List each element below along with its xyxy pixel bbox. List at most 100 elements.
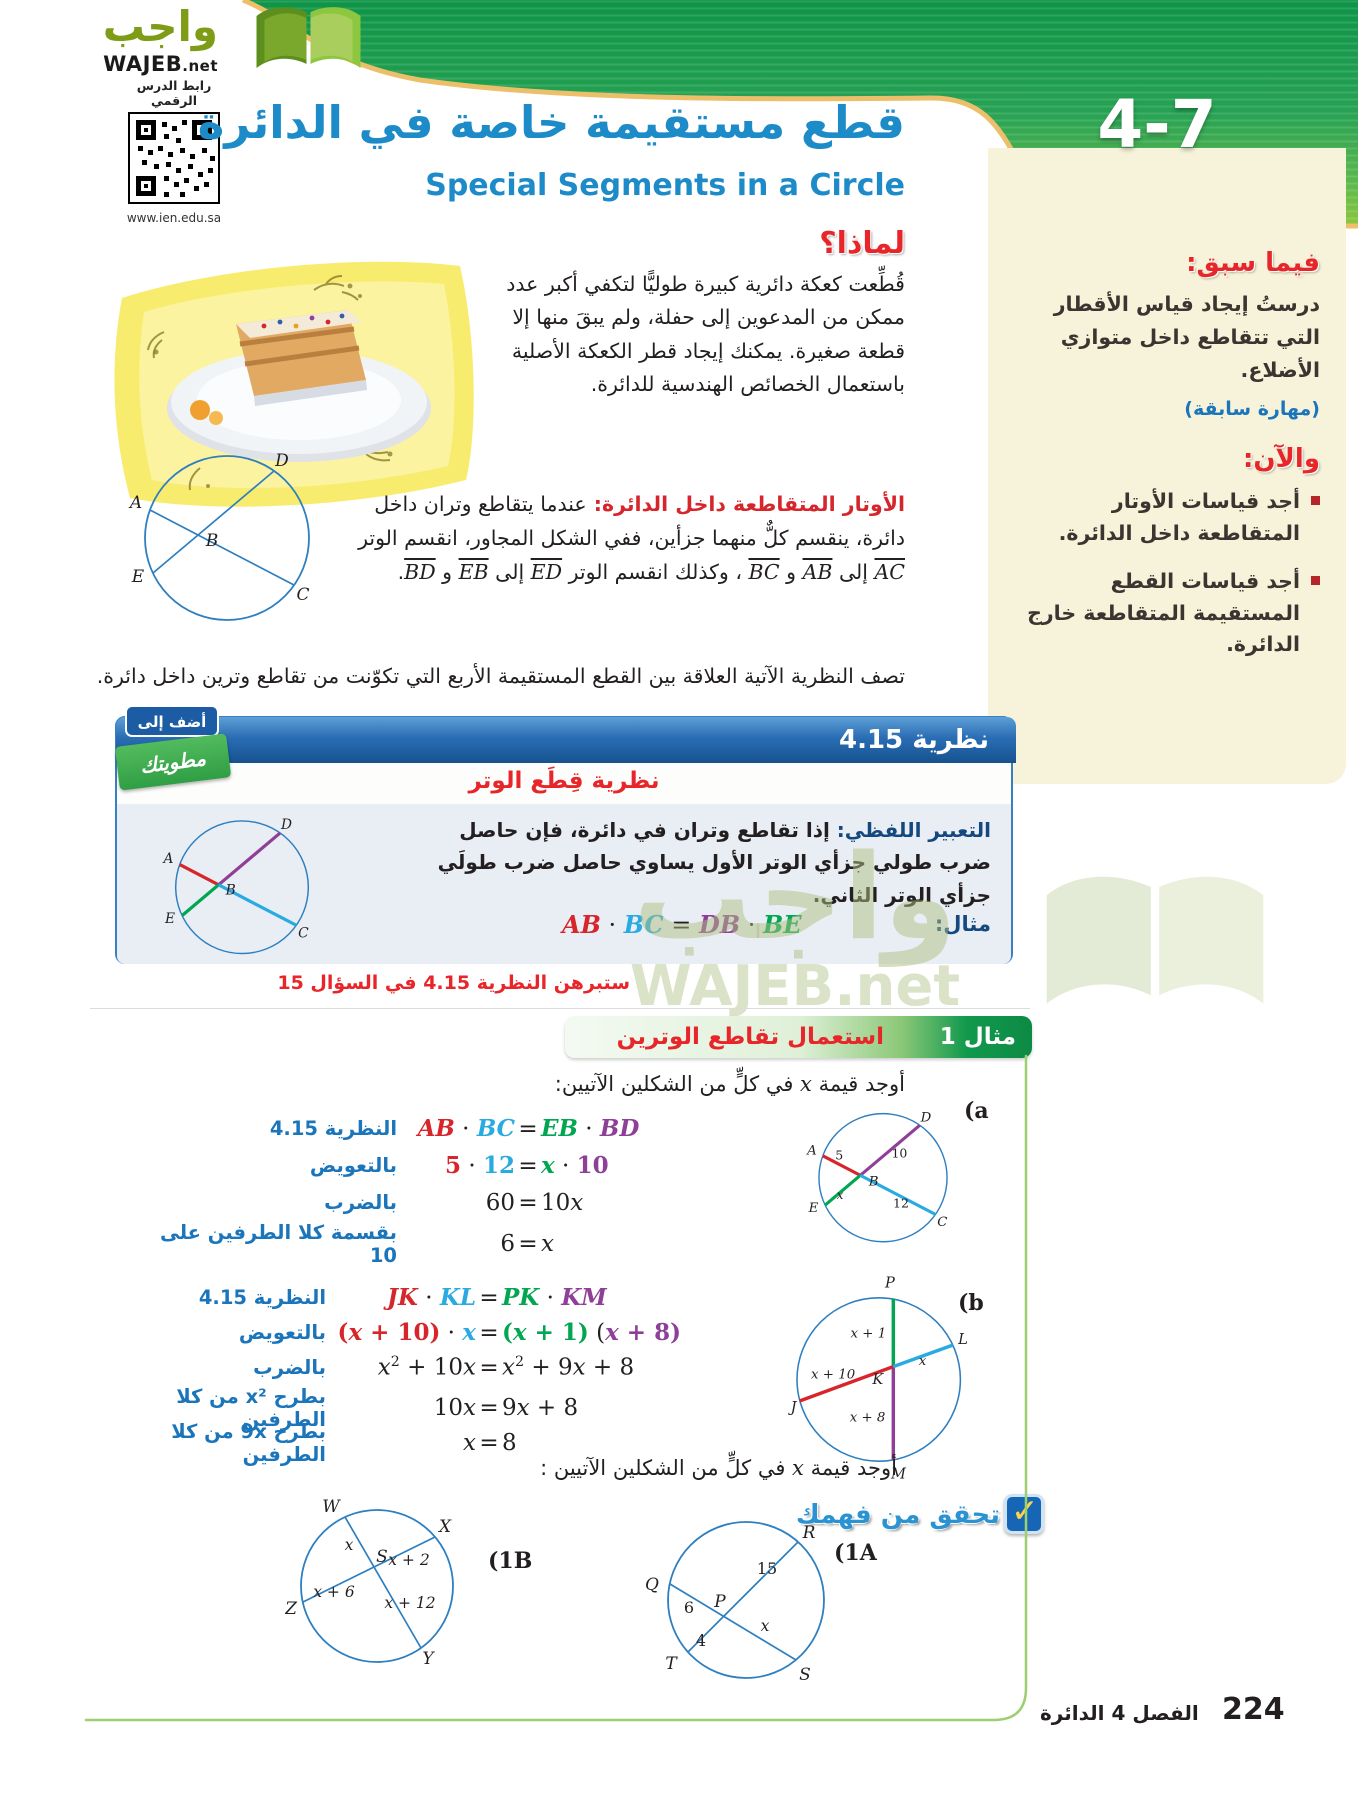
section-divider [90,1008,1030,1009]
objective-item: أجد قياسات القطع المستقيمة المتقاطعة خار… [1006,566,1320,661]
review-heading: فيما سبق: [1186,248,1320,278]
why-paragraph: قُطِّعت كعكة دائرية كبيرة طوليًّا لتكفي … [506,272,905,397]
qr-url: www.ien.edu.sa [126,211,222,225]
svg-text:10: 10 [891,1145,907,1160]
svg-text:x + 6: x + 6 [313,1583,355,1601]
svg-text:A: A [805,1143,817,1158]
diagram-1a: R Q T S P 15 6 4 x [645,1521,825,1685]
theorem-equation: AB · BC = DB · BE [562,910,802,939]
svg-text:15: 15 [757,1559,777,1578]
svg-text:x: x [837,1188,844,1202]
svg-text:J: J [788,1399,798,1416]
cake-illustration [114,261,474,507]
svg-text:x: x [345,1536,354,1554]
lesson-title-english: Special Segments in a Circle [425,168,905,203]
checkmark-glyph: ✓ [1011,1491,1039,1530]
svg-text:R: R [802,1523,816,1543]
svg-text:B: B [225,883,236,899]
chord-ac [149,509,295,586]
svg-text:x + 10: x + 10 [811,1368,856,1383]
review-skill-note: (مهارة سابقة) [1184,398,1320,421]
objective-item: أجد قياسات الأوتار المتقاطعة داخل الدائر… [1006,486,1320,550]
svg-text:x + 12: x + 12 [384,1594,435,1612]
svg-text:5: 5 [835,1148,843,1163]
svg-text:x + 2: x + 2 [388,1551,429,1569]
svg-text:x + 1: x + 1 [851,1326,887,1341]
svg-text:E: E [808,1201,819,1216]
page-number: 224 [1222,1692,1285,1727]
example-ribbon: مثال 1 استعمال تقاطع الوترين [565,1016,1032,1058]
svg-text:Y: Y [422,1649,435,1669]
diagram-b: P L J M K x + 1 x x + 10 x + 8 [788,1274,968,1482]
verbal-text: إذا تقاطع وتران في دائرة، فإن حاصل ضرب ط… [437,818,991,907]
wajeb-logo-arabic: واجب [102,2,218,51]
svg-text:P: P [713,1592,726,1612]
now-heading: والآن: [1242,444,1320,475]
svg-text:x + 8: x + 8 [850,1411,886,1426]
svg-text:S: S [376,1547,388,1567]
svg-text:C: C [937,1215,947,1230]
svg-text:Q: Q [645,1575,659,1595]
svg-text:B: B [868,1175,879,1190]
review-panel: فيما سبق: درستُ إيجاد قياس الأقطار التي … [988,148,1346,784]
watermark-book-icon [1046,876,1264,1004]
qr-code [128,112,220,204]
chord-ed [152,470,275,574]
svg-text:Z: Z [285,1599,298,1619]
theorem-box: نظرية 4.15 نظرية قِطَع الوتر التعبير الل… [114,705,1016,964]
svg-text:E: E [164,911,175,927]
svg-text:x: x [919,1354,927,1369]
svg-text:x: x [761,1617,770,1635]
svg-text:W: W [322,1498,341,1517]
verbal-label: التعبير اللفظي: [836,818,991,842]
theorem-body: التعبير اللفظي: إذا تقاطع وتران في دائرة… [117,804,1011,964]
svg-text:T: T [665,1654,678,1674]
theorem-header [116,717,1016,763]
diagram-a: A D B E C 5 10 x 12 [805,1110,948,1243]
svg-text:S: S [799,1665,811,1685]
book-icon [256,7,361,69]
question-line-2: أوجد قيمة x في كلٍّ من الشكلين الآتيين : [540,1456,897,1480]
theorem-intro-text: تصف النظرية الآتية العلاقة بين القطع الم… [96,664,905,688]
svg-text:4: 4 [696,1631,706,1650]
add-to-tab: أضف إلى [125,705,219,737]
point-label: A [128,493,142,513]
review-text: درستُ إيجاد قياس الأقطار التي تتقاطع داخ… [1053,292,1320,382]
svg-text:P: P [884,1274,896,1291]
svg-text:6: 6 [684,1598,694,1617]
point-label: E [131,567,145,587]
theorem-subtitle: نظرية قِطَع الوتر [468,768,660,794]
point-label: D [274,451,289,471]
svg-text:A: A [161,851,173,867]
circle-diagram-intro: A D B E C [128,451,310,621]
circle-outline [144,455,310,621]
svg-text:D: D [920,1110,932,1125]
equations-a: النظرية 4.15 AB · BC = EB · BD بالتعويض 5 · 1… [159,1115,640,1267]
theorem-diagram: A D B E C [161,817,309,955]
diagram-1b: W X Z Y S x x + 2 x + 6 x + 12 [285,1498,454,1669]
example-number: مثال 1 [939,1024,1016,1050]
svg-text:D: D [280,817,292,833]
theorem-verbal: التعبير اللفظي: إذا تقاطع وتران في دائرة… [416,814,991,911]
qr-label: رابط الدرس الرقمي [136,78,212,108]
chord-qs [669,1583,797,1661]
wajeb-logo-latin: WAJEB.net [10,52,218,76]
question-line-1: أوجد قيمة x في كلٍّ من الشكلين الآتيين: [554,1072,905,1096]
lesson-title-arabic: قطع مستقيمة خاصة في الدائرة [197,96,905,149]
label-1b: (1B [488,1548,533,1574]
chord-wy [344,1516,422,1649]
example-title: استعمال تقاطع الوترين [616,1024,884,1050]
svg-text:C: C [298,925,309,941]
point-label: B [205,531,219,551]
qr-card: رابط الدرس الرقمي www.ien.edu.sa [116,78,232,225]
wajeb-logo-tld: .net [182,57,218,75]
point-label: C [296,585,309,605]
equations-b: النظرية 4.15 JK · KL = PK · KM بالتعويض (x + … [171,1284,681,1466]
objectives-list: أجد قياسات الأوتار المتقاطعة داخل الدائر… [1006,486,1320,661]
svg-text:K: K [871,1371,884,1388]
svg-text:L: L [957,1331,968,1348]
chords-paragraph: الأوتار المتقاطعة داخل الدائرة: عندما يت… [358,492,905,585]
why-heading: لماذا؟ [819,226,905,261]
theorem-proof-note: ستبرهن النظرية 4.15 في السؤال 15 [277,972,630,994]
